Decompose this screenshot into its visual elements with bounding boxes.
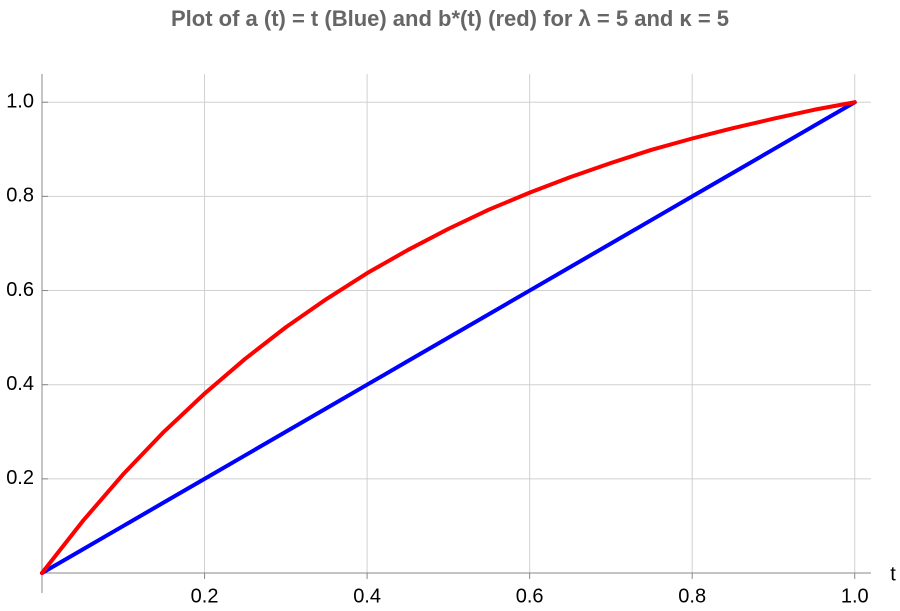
y-tick-label: 0.6	[6, 279, 34, 301]
y-tick-label: 0.8	[6, 185, 34, 207]
line	[40, 100, 857, 575]
x-tick-label: 0.6	[516, 585, 544, 607]
y-tick-label: 1.0	[6, 91, 34, 113]
chart-title: Plot of a (t) = t (Blue) and b*(t) (red)…	[171, 6, 729, 31]
x-axis-label: t	[890, 563, 896, 585]
x-tick-label: 1.0	[841, 585, 869, 607]
y-tick-label: 0.4	[6, 373, 34, 395]
line	[40, 100, 857, 575]
x-tick-label: 0.4	[353, 585, 381, 607]
x-tick-label: 0.8	[678, 585, 706, 607]
y-tick-label: 0.2	[6, 467, 34, 489]
x-tick-label: 0.2	[191, 585, 219, 607]
